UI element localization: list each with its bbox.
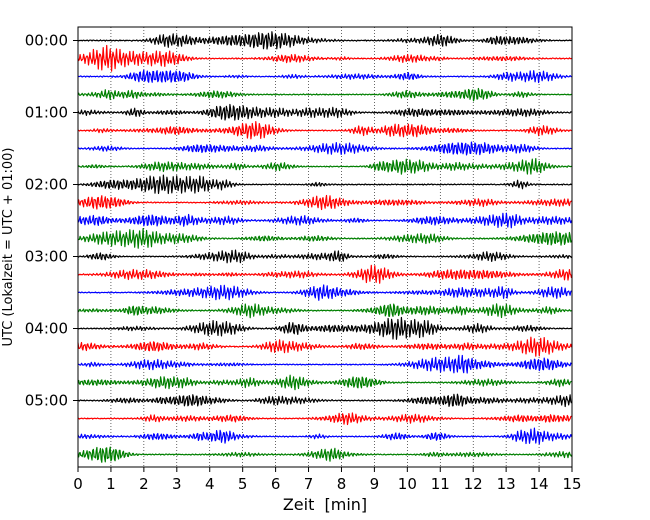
trace-line-20 (77, 393, 573, 408)
x-tick-label: 14 (530, 475, 549, 493)
x-tick-label: 8 (337, 475, 347, 493)
trace-line-18 (77, 354, 573, 374)
x-tick-label: 1 (106, 475, 116, 493)
trace-line-0 (77, 31, 572, 50)
y-axis-label: UTC (Lokalzeit = UTC + 01:00) (1, 148, 16, 347)
trace-line-5 (77, 121, 572, 140)
plot-frame (77, 26, 573, 468)
trace-line-21 (77, 412, 572, 426)
trace-line-4 (77, 103, 572, 121)
x-axis-label: Zeit [min] (283, 495, 367, 514)
x-tick-label: 13 (497, 475, 516, 493)
y-tick-label: 03:00 (25, 248, 68, 266)
x-tick-label: 9 (370, 475, 380, 493)
trace-line-15 (77, 303, 572, 319)
x-axis: 0 1 2 3 4 5 6 7 8 9 10 11 12 13 14 15 (73, 467, 582, 493)
grid-lines (110, 27, 540, 467)
trace-line-17 (77, 336, 573, 357)
trace-line-1 (77, 44, 572, 72)
trace-line-10 (77, 212, 573, 229)
trace-line-9 (77, 194, 573, 211)
y-tick-label: 00:00 (25, 32, 68, 50)
x-tick-label: 4 (205, 475, 215, 493)
trace-line-6 (77, 141, 572, 156)
trace-line-7 (77, 157, 572, 175)
y-tick-label: 01:00 (25, 104, 68, 122)
y-tick-label: 04:00 (25, 320, 68, 338)
trace-line-23 (77, 446, 573, 463)
y-tick-label: 05:00 (25, 392, 68, 410)
x-tick-label: 3 (172, 475, 182, 493)
x-tick-label: 0 (73, 475, 83, 493)
x-tick-label: 5 (238, 475, 248, 493)
x-tick-label: 15 (562, 475, 581, 493)
trace-line-11 (77, 227, 573, 249)
trace-line-22 (77, 427, 573, 445)
x-tick-label: 6 (271, 475, 281, 493)
x-tick-label: 7 (304, 475, 314, 493)
x-tick-label: 12 (464, 475, 483, 493)
trace-line-19 (77, 374, 572, 391)
x-tick-label: 11 (431, 475, 450, 493)
y-tick-label: 02:00 (25, 176, 68, 194)
trace-group (77, 31, 573, 463)
trace-line-2 (77, 69, 572, 84)
trace-line-12 (77, 249, 573, 264)
x-tick-label: 10 (398, 475, 417, 493)
y-axis: 00:00 01:00 02:00 03:00 04:00 05:00 (25, 32, 78, 410)
trace-line-13 (77, 264, 573, 284)
trace-line-3 (77, 87, 572, 102)
trace-line-8 (77, 174, 572, 195)
trace-line-14 (77, 284, 572, 301)
x-tick-label: 2 (139, 475, 149, 493)
trace-line-16 (77, 316, 572, 340)
